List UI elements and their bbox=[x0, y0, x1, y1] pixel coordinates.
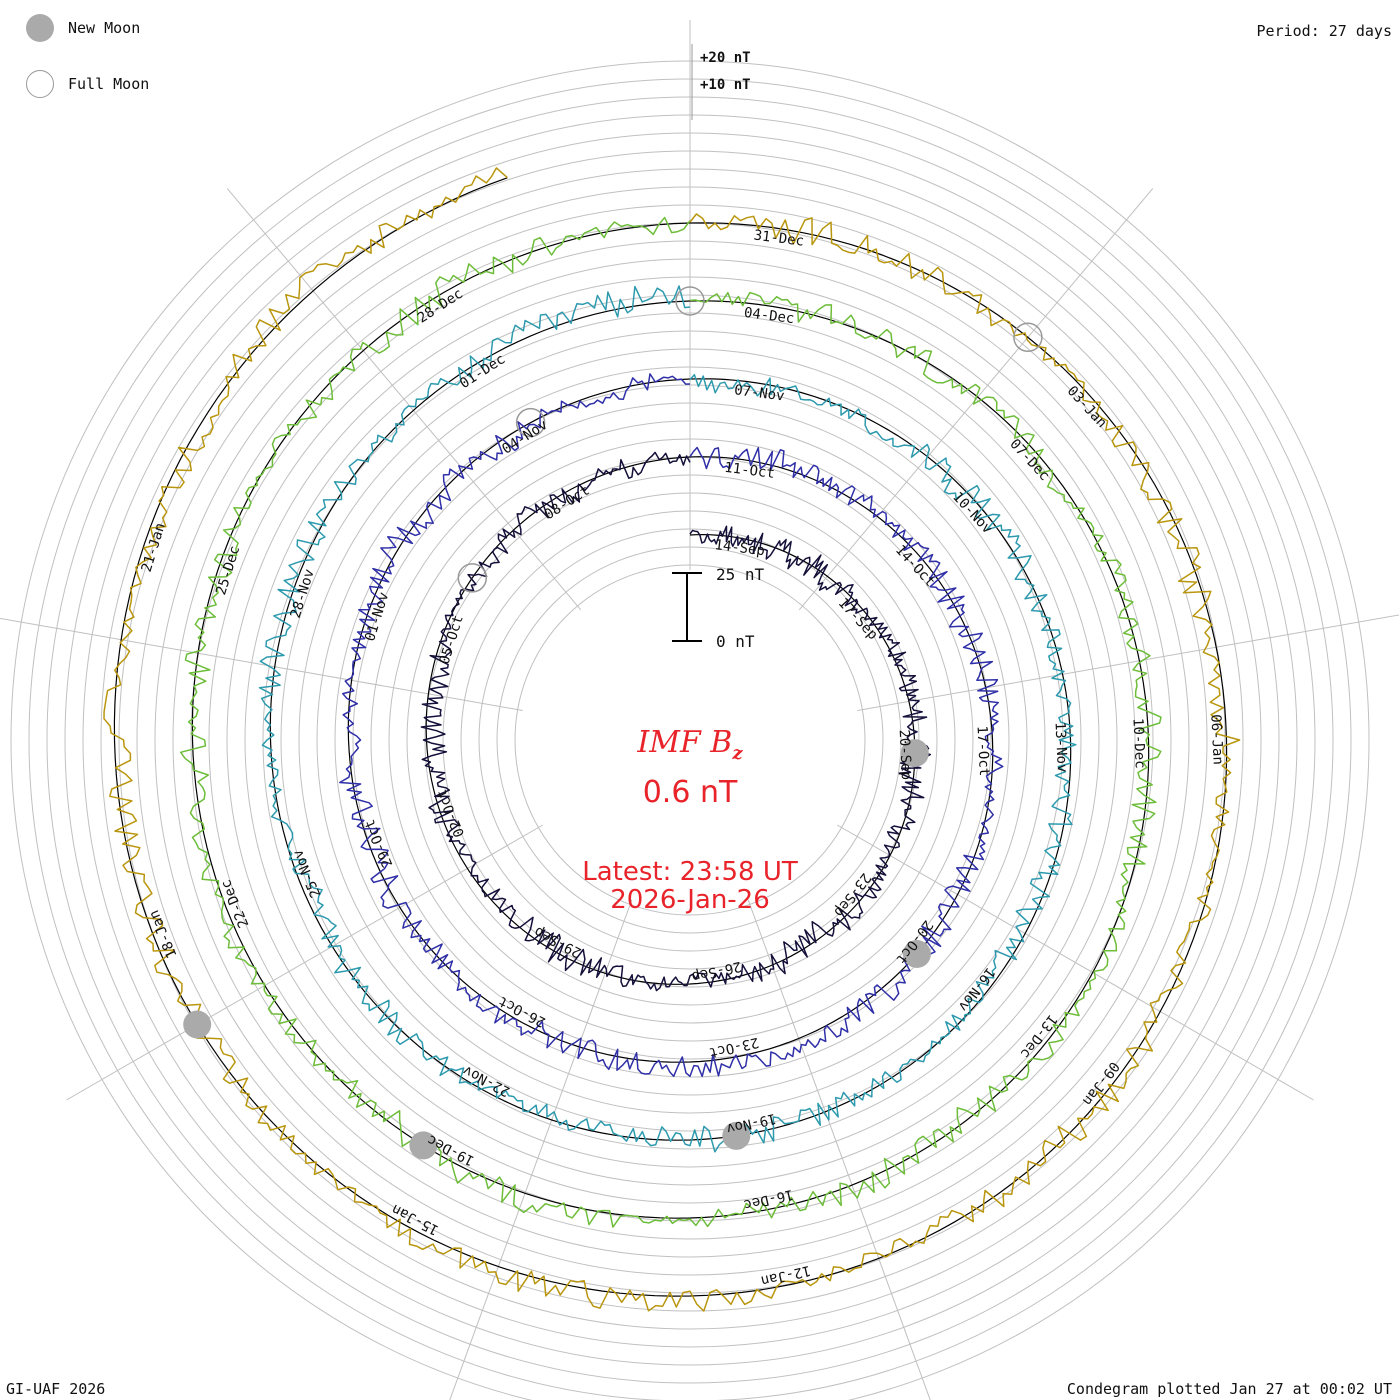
date-label: 07-Nov bbox=[733, 382, 785, 404]
scale-bar: 25 nT 0 nT bbox=[672, 565, 765, 651]
date-label: 11-Oct bbox=[723, 460, 775, 482]
new-moon-marker bbox=[183, 1010, 212, 1039]
bz-trace-rotation-1 bbox=[420, 451, 932, 992]
footer-plot-time: Condegram plotted Jan 27 at 00:02 UT bbox=[1066, 1380, 1392, 1398]
ring-scale-label: +10 nT bbox=[700, 77, 751, 93]
current-value: 0.6 nT bbox=[642, 775, 738, 810]
full-moon-marker bbox=[457, 563, 488, 593]
new-moon-label: New Moon bbox=[68, 19, 141, 37]
date-label: 20-Sep bbox=[896, 729, 914, 780]
date-label: 22-Nov bbox=[460, 1062, 512, 1099]
full-moon-label: Full Moon bbox=[68, 75, 150, 93]
legend-new-moon: New Moon bbox=[26, 14, 140, 42]
grid-spoke bbox=[0, 617, 523, 711]
date-label: 26-Oct bbox=[496, 993, 548, 1030]
date-label: 29-Sep bbox=[532, 923, 584, 960]
chart-title: IMF Bz bbox=[500, 725, 880, 764]
grid-spoke bbox=[449, 899, 633, 1400]
new-moon-marker bbox=[409, 1131, 438, 1160]
scale-bar-top-label: 25 nT bbox=[716, 565, 765, 584]
date-label: 14-Oct bbox=[892, 542, 938, 590]
chart-title-main: IMF B bbox=[637, 725, 733, 760]
period-label: Period: 27 days bbox=[1256, 22, 1392, 40]
chart-title-sub: z bbox=[732, 743, 743, 764]
zero-baseline-rotation-3 bbox=[269, 300, 1072, 1141]
latest-timestamp: Latest: 23:58 UT 2026-Jan-26 bbox=[500, 858, 880, 914]
new-moon-icon bbox=[26, 14, 54, 42]
ring-scale-label: +20 nT bbox=[700, 50, 751, 66]
footer-credit: GI-UAF 2026 bbox=[6, 1380, 106, 1398]
date-label: 10-Dec bbox=[1129, 718, 1147, 769]
new-moon-marker bbox=[722, 1121, 751, 1150]
full-moon-marker bbox=[675, 286, 705, 316]
date-label: 29-Oct bbox=[362, 817, 396, 870]
date-label: 04-Dec bbox=[743, 305, 795, 327]
date-label: 17-Oct bbox=[974, 725, 992, 776]
full-moon-marker bbox=[1013, 322, 1043, 353]
grid-spoke bbox=[226, 188, 582, 611]
bz-trace-rotation-5 bbox=[103, 167, 1241, 1312]
ring-scale-labels: +20 nT +10 nT bbox=[691, 44, 751, 120]
date-label: 06-Jan bbox=[1207, 714, 1225, 765]
date-label: 15-Jan bbox=[389, 1201, 441, 1238]
zero-baseline-rotation-4 bbox=[191, 222, 1150, 1219]
latest-time: Latest: 23:58 UT bbox=[582, 857, 798, 887]
bz-trace-rotation-4 bbox=[179, 216, 1162, 1228]
grid-radials bbox=[0, 20, 1400, 1400]
bz-trace-rotation-2 bbox=[339, 373, 1004, 1078]
moon-markers bbox=[183, 286, 1043, 1160]
data-series bbox=[103, 167, 1241, 1312]
grid-spoke bbox=[857, 614, 1400, 711]
scale-bar-bottom-label: 0 nT bbox=[716, 632, 755, 651]
full-moon-marker bbox=[515, 407, 546, 438]
zero-baseline-rotation-2 bbox=[347, 378, 994, 1063]
date-label: 14-Sep bbox=[714, 537, 766, 559]
date-label: 31-Dec bbox=[753, 227, 805, 249]
date-label: 26-Sep bbox=[690, 958, 743, 985]
date-label: 13-Nov bbox=[1052, 722, 1070, 773]
date-label: 03-Jan bbox=[1064, 383, 1110, 431]
grid-spoke bbox=[66, 824, 544, 1101]
full-moon-icon bbox=[26, 70, 54, 98]
latest-date: 2026-Jan-26 bbox=[610, 885, 770, 915]
new-moon-marker bbox=[902, 940, 931, 968]
grid-spoke bbox=[836, 824, 1314, 1101]
date-label: 16-Dec bbox=[742, 1186, 795, 1213]
bz-trace-rotation-3 bbox=[258, 285, 1077, 1153]
legend-full-moon: Full Moon bbox=[26, 70, 149, 98]
grid-spoke bbox=[747, 899, 931, 1400]
new-moon-marker bbox=[900, 739, 929, 768]
